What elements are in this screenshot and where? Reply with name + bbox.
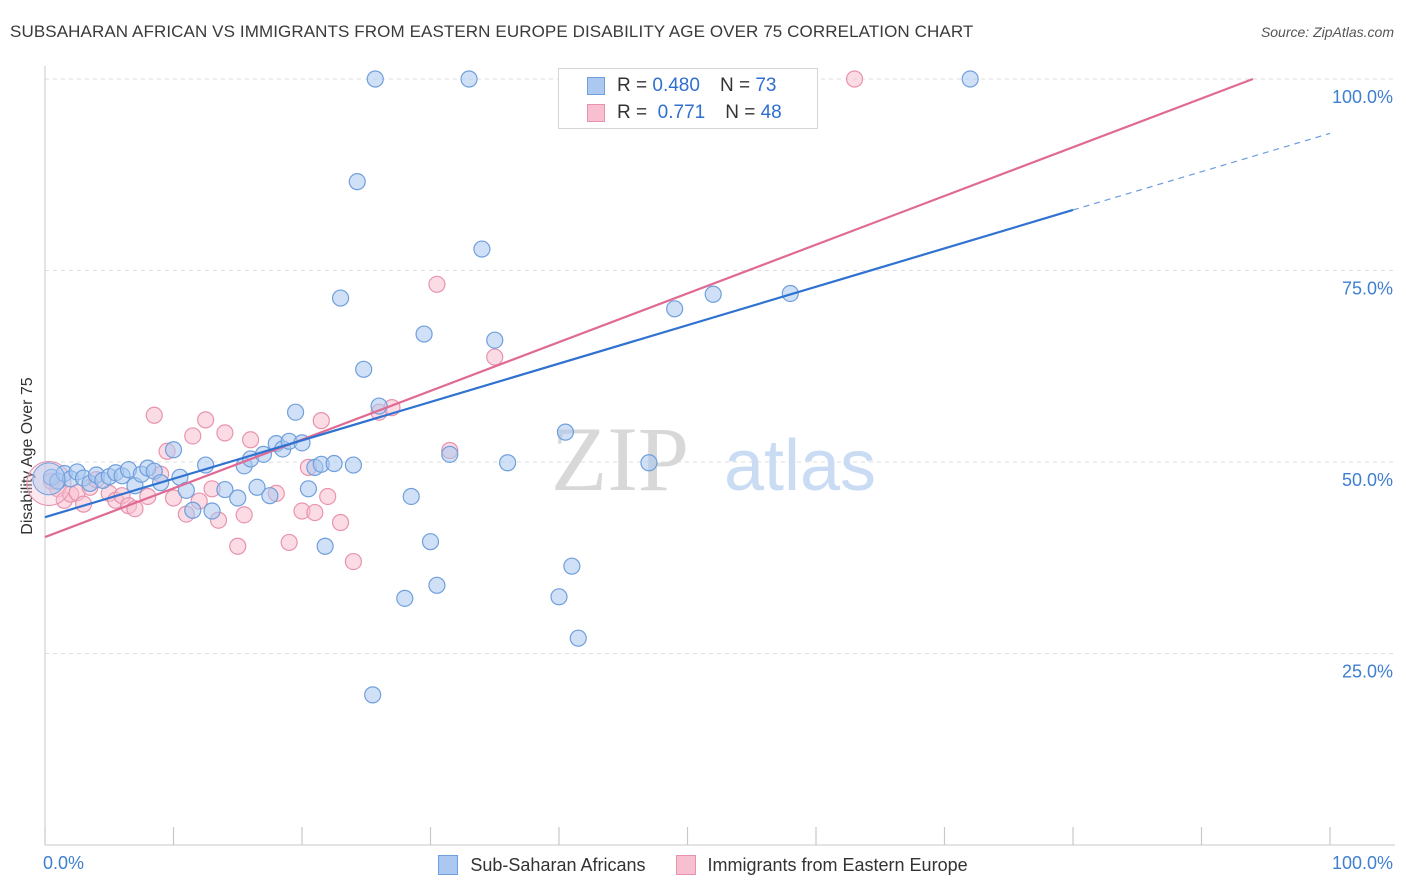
data-point-subsaharan (460, 70, 478, 88)
data-point-eastern-europe (197, 411, 215, 429)
data-point-subsaharan (261, 487, 279, 505)
legend-n-value: 48 (760, 102, 782, 123)
legend-n-label: N = (725, 102, 756, 123)
data-point-subsaharan (364, 686, 382, 704)
legend-row-eastern-europe: R = 0.771 N = 48 (559, 100, 782, 126)
data-point-subsaharan (402, 487, 420, 506)
data-point-subsaharan (569, 629, 587, 647)
trendline-eastern-europe (44, 77, 1254, 539)
series-legend: Sub-Saharan Africans Immigrants from Eas… (0, 852, 1406, 878)
data-point-eastern-europe (242, 431, 260, 449)
legend-row-subsaharan: R = 0.480 N = 73 (559, 73, 776, 99)
data-point-subsaharan (344, 456, 362, 474)
data-point-subsaharan (473, 240, 491, 258)
data-point-subsaharan (415, 325, 433, 343)
watermark-zip: ZIP (551, 408, 689, 510)
trendline-subsaharan (44, 208, 1074, 519)
legend-item-subsaharan[interactable]: Sub-Saharan Africans (438, 854, 646, 876)
data-point-subsaharan (184, 501, 202, 519)
data-point-subsaharan (550, 588, 568, 606)
data-point-subsaharan (316, 537, 334, 555)
data-point-subsaharan (164, 441, 183, 459)
data-point-subsaharan (229, 489, 247, 507)
trend-lines (44, 77, 1331, 539)
data-point-subsaharan (348, 173, 366, 191)
chart-title: SUBSAHARAN AFRICAN VS IMMIGRANTS FROM EA… (10, 22, 974, 41)
y-tick-label: 25.0% (1342, 662, 1393, 682)
grid-lines (45, 78, 1395, 654)
data-point-eastern-europe (306, 503, 324, 522)
data-point-eastern-europe (428, 275, 446, 293)
data-point-subsaharan (248, 478, 266, 496)
data-point-eastern-europe (235, 506, 253, 524)
legend-r-value: 0.480 (652, 75, 700, 96)
x-tick-label: 0.0% (43, 853, 84, 873)
data-point-eastern-europe (331, 513, 350, 532)
data-point-subsaharan (556, 423, 575, 441)
data-point-subsaharan (216, 480, 234, 499)
legend-r-label: R = (617, 75, 648, 96)
stats-legend: R = 0.480 N = 73 R = 0.771 N = 48 (558, 68, 818, 129)
legend-r-value: 0.771 (657, 102, 706, 123)
data-point-eastern-europe (280, 533, 298, 552)
legend-swatch-blue (587, 77, 605, 95)
data-point-subsaharan (704, 285, 722, 303)
data-point-subsaharan (428, 576, 446, 594)
data-point-subsaharan (666, 300, 684, 318)
data-point-subsaharan (370, 397, 388, 415)
legend-item-eastern-europe[interactable]: Immigrants from Eastern Europe (675, 854, 968, 876)
tick-labels: 25.0% 50.0% 75.0% 100.0% 0.0% 100.0% (43, 87, 1393, 873)
data-point-subsaharan (366, 70, 384, 88)
trendline-subsaharan-extension (1072, 132, 1331, 211)
series-subsaharan-points (32, 70, 979, 704)
data-point-subsaharan (396, 589, 414, 607)
legend-label-eastern-europe: Immigrants from Eastern Europe (707, 854, 968, 875)
y-tick-label: 50.0% (1342, 470, 1393, 490)
data-point-subsaharan (331, 289, 350, 307)
data-point-eastern-europe (845, 70, 864, 88)
data-point-subsaharan (286, 403, 305, 421)
legend-n-value: 73 (755, 75, 777, 96)
data-point-eastern-europe (145, 406, 163, 424)
data-point-eastern-europe (319, 487, 337, 506)
legend-swatch-blue (438, 855, 459, 875)
watermark-atlas: atlas (724, 426, 876, 506)
data-point-subsaharan (421, 533, 440, 551)
data-point-eastern-europe (229, 537, 247, 555)
legend-n-label: N = (719, 75, 751, 96)
data-point-subsaharan (325, 454, 343, 473)
data-point-subsaharan (486, 331, 504, 349)
data-point-subsaharan (640, 454, 658, 472)
data-point-eastern-europe (486, 348, 504, 366)
data-point-subsaharan (563, 557, 581, 575)
data-point-eastern-europe (344, 552, 362, 571)
data-point-subsaharan (499, 454, 517, 472)
data-point-eastern-europe (164, 489, 183, 507)
data-point-subsaharan (203, 502, 221, 520)
legend-swatch-pink (675, 855, 696, 875)
source-label: Source: ZipAtlas.com (1260, 24, 1394, 40)
legend-r-label: R = (617, 102, 648, 123)
data-point-subsaharan (299, 480, 318, 498)
data-point-eastern-europe (216, 424, 234, 442)
y-tick-label: 100.0% (1332, 87, 1393, 107)
legend-label-subsaharan: Sub-Saharan Africans (470, 854, 646, 875)
data-point-subsaharan-cluster (32, 462, 66, 496)
axes (44, 66, 1395, 846)
data-point-subsaharan (355, 360, 373, 378)
data-point-subsaharan (441, 445, 459, 463)
data-point-subsaharan (961, 70, 979, 88)
data-point-eastern-europe (184, 427, 202, 445)
data-point-eastern-europe (312, 412, 330, 430)
y-tick-label: 75.0% (1342, 279, 1393, 299)
x-tick-label: 100.0% (1332, 853, 1393, 873)
legend-swatch-pink (587, 104, 605, 122)
